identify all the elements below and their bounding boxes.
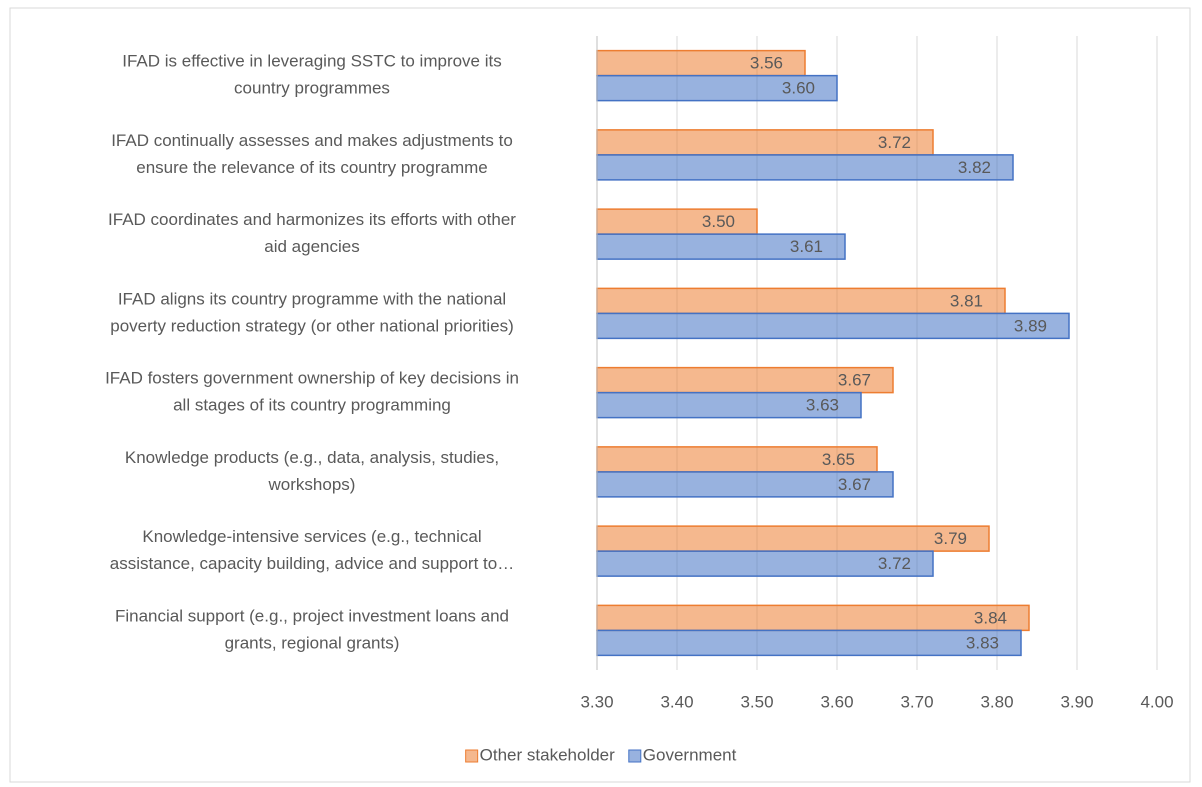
category-label: IFAD coordinates and harmonizes its effo… [108,210,516,229]
value-label: 3.63 [806,396,839,415]
category-label: IFAD continually assesses and makes adju… [111,131,513,150]
value-label: 3.84 [974,608,1007,627]
bar [596,154,1014,181]
x-tick-label: 3.40 [660,692,693,711]
category-label: workshops) [268,475,356,494]
x-tick-label: 4.00 [1140,692,1173,711]
value-label: 3.67 [838,475,871,494]
value-label: 3.72 [878,133,911,152]
value-label: 3.65 [822,450,855,469]
x-tick-label: 3.30 [580,692,613,711]
bar [596,74,838,102]
legend-swatch [628,749,642,763]
value-label: 3.89 [1014,316,1047,335]
x-tick-label: 3.60 [820,692,853,711]
category-label: IFAD aligns its country programme with t… [118,289,506,308]
bar [596,233,846,260]
value-label: 3.56 [750,54,783,73]
value-label: 3.60 [782,79,815,98]
bar [596,391,862,419]
value-label: 3.79 [934,529,967,548]
value-label: 3.72 [878,554,911,573]
value-label: 3.67 [838,371,871,390]
bar [596,604,1030,632]
category-label: Knowledge-intensive services (e.g., tech… [142,527,481,546]
bar [596,312,1070,340]
bar [596,366,894,394]
category-label: assistance, capacity building, advice an… [110,554,514,573]
bar [596,525,990,552]
value-label: 3.81 [950,291,983,310]
category-label: IFAD fosters government ownership of key… [105,369,519,388]
category-label: aid agencies [264,237,359,256]
category-label: country programmes [234,79,390,98]
value-label: 3.50 [702,212,735,231]
value-label: 3.82 [958,158,991,177]
category-label: Knowledge products (e.g., data, analysis… [125,448,499,467]
legend-label: Government [643,745,737,764]
category-label: Financial support (e.g., project investm… [115,606,509,625]
x-tick-label: 3.50 [740,692,773,711]
category-label: grants, regional grants) [225,633,400,652]
bar [596,629,1022,657]
value-label: 3.61 [790,237,823,256]
bar [596,471,894,498]
x-tick-label: 3.80 [980,692,1013,711]
category-label: all stages of its country programming [173,396,451,415]
legend-swatch [465,749,479,763]
legend-label: Other stakeholder [480,745,615,764]
category-label: IFAD is effective in leveraging SSTC to … [122,52,502,71]
bar [596,550,934,577]
category-label: ensure the relevance of its country prog… [136,158,488,177]
bar [596,287,1006,315]
value-label: 3.83 [966,633,999,652]
x-tick-label: 3.90 [1060,692,1093,711]
category-label: poverty reduction strategy (or other nat… [110,316,513,335]
bar [596,129,934,156]
x-tick-label: 3.70 [900,692,933,711]
